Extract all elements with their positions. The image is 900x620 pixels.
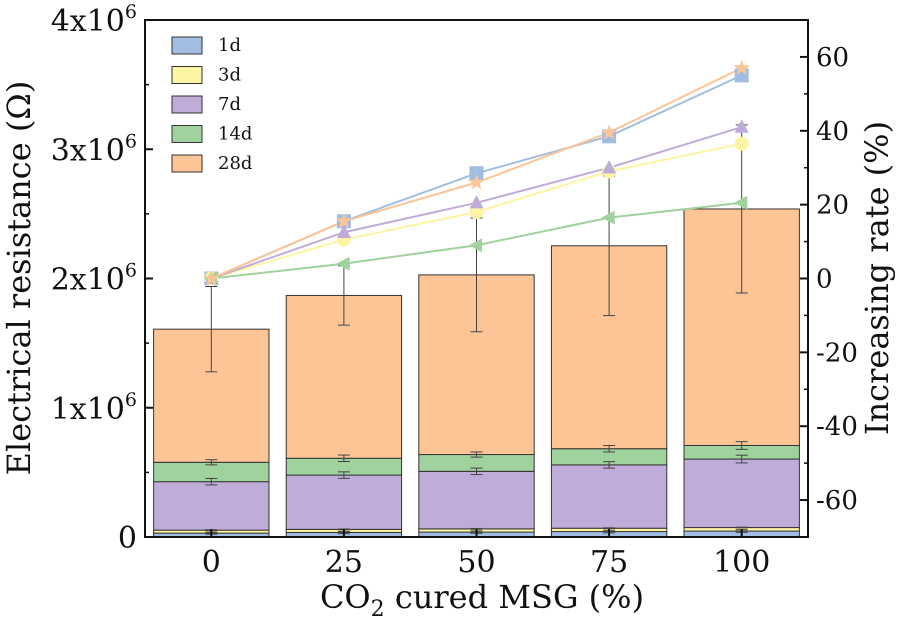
legend-label-7d: 7d	[218, 94, 241, 115]
right-tick-label--40: -40	[816, 412, 858, 442]
left-tick-label-4000000: 4x106	[51, 1, 137, 39]
legend-label-14d: 14d	[218, 124, 252, 145]
left-tick-label-1000000: 1x106	[51, 389, 137, 427]
left-tick-label-2000000: 2x106	[51, 260, 137, 298]
right-tick-label-20: 20	[816, 191, 849, 221]
rate-markers	[203, 59, 750, 286]
left-axis-ticks: 0 1x106 2x106 3x106 4x106	[51, 1, 153, 556]
left-tick-label-3000000: 3x106	[51, 130, 137, 168]
x-tick-label-75: 75	[590, 545, 628, 580]
left-tick-label-0: 0	[118, 521, 137, 556]
legend-swatch-1d	[171, 36, 203, 55]
rate-point-28d-0	[203, 270, 220, 286]
rate-point-1d-50	[469, 166, 484, 181]
legend: 1d 3d 7d 14d 28d	[171, 35, 252, 174]
rate-point-7d-100	[734, 119, 749, 133]
right-axis-ticks: 60 40 20 0 -20 -40 -60	[800, 43, 858, 516]
rate-point-14d-25	[336, 256, 350, 271]
right-tick-label-60: 60	[816, 43, 849, 73]
legend-swatch-14d	[171, 125, 203, 143]
legend-swatch-28d	[171, 154, 203, 173]
rate-point-28d-100	[733, 59, 750, 75]
x-axis-label: CO2 cured MSG (%)	[320, 578, 644, 620]
rate-point-14d-100	[734, 195, 748, 210]
x-axis-ticks: 0 25 50 75 100	[202, 529, 770, 580]
x-tick-label-50: 50	[457, 545, 495, 580]
rate-point-14d-50	[468, 238, 483, 253]
rate-point-3d-50	[469, 205, 484, 220]
x-tick-label-25: 25	[325, 545, 363, 580]
right-tick-label--20: -20	[816, 338, 858, 368]
rate-point-3d-100	[734, 136, 749, 151]
legend-swatch-3d	[171, 66, 203, 84]
rate-point-28d-50	[468, 174, 485, 190]
right-tick-label-40: 40	[816, 117, 849, 147]
legend-label-3d: 3d	[218, 65, 241, 86]
y-axis-left-label: Electrical resistance (Ω)	[0, 81, 38, 476]
legend-label-1d: 1d	[218, 35, 241, 56]
bar-7d-75	[550, 464, 668, 529]
rate-point-14d-75	[601, 210, 615, 225]
rate-point-7d-50	[469, 195, 484, 209]
bar-7d-25	[285, 474, 403, 530]
rate-point-7d-75	[602, 160, 617, 174]
y-axis-right-label: Increasing rate (%)	[858, 121, 896, 435]
rate-point-28d-75	[601, 124, 618, 140]
bar-7d-100	[683, 458, 800, 529]
x-tick-label-0: 0	[202, 545, 221, 580]
legend-swatch-7d	[171, 95, 203, 114]
rate-point-7d-25	[336, 224, 351, 238]
rate-point-28d-25	[335, 212, 352, 229]
right-tick-label-0: 0	[816, 265, 833, 295]
x-tick-label-100: 100	[713, 545, 770, 580]
right-tick-label--60: -60	[816, 486, 858, 516]
bar-7d-50	[418, 470, 535, 530]
bar-7d-0	[153, 481, 270, 531]
legend-label-28d: 28d	[218, 153, 252, 174]
